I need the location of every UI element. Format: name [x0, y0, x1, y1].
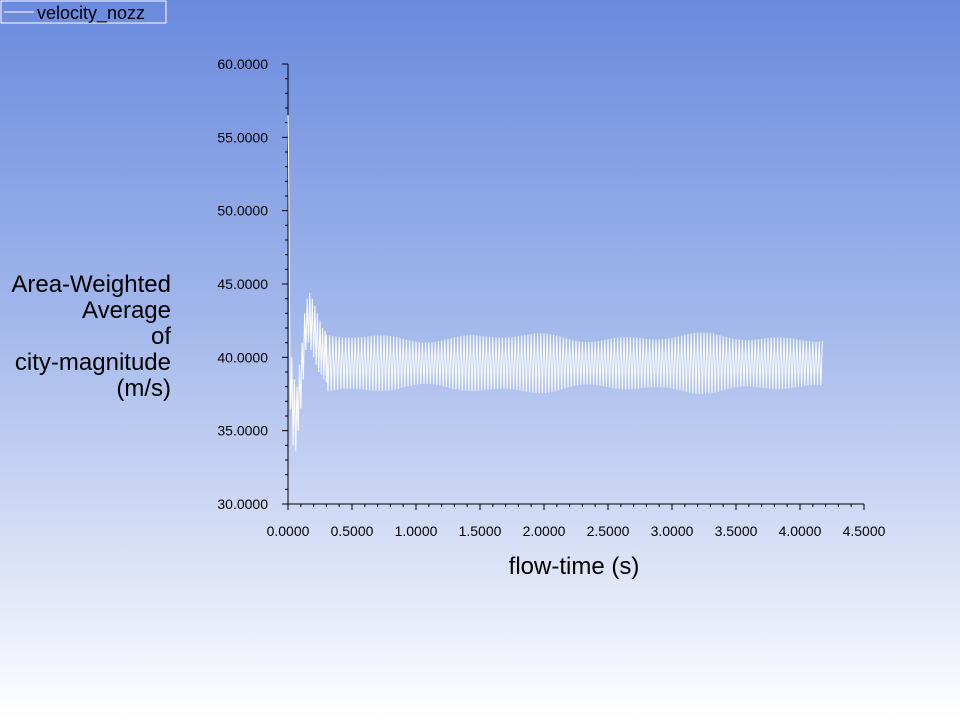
x-tick-label: 3.0000 — [651, 523, 694, 539]
y-tick-label: 50.0000 — [217, 203, 268, 219]
x-tick-label: 2.0000 — [523, 523, 566, 539]
y-axis-title-line-2: Average — [82, 297, 171, 324]
x-tick-label: 2.5000 — [587, 523, 630, 539]
y-axis-title-line-1: Area-Weighted — [11, 271, 171, 298]
series-line — [287, 115, 823, 452]
y-tick-label: 60.0000 — [217, 56, 268, 72]
x-tick-label: 4.0000 — [779, 523, 822, 539]
x-tick-label: 0.0000 — [267, 523, 310, 539]
x-tick-label: 1.0000 — [395, 523, 438, 539]
y-axis-ticks: 30.0000 35.0000 40.0000 45.0000 50.0000 55.00… — [217, 56, 288, 512]
y-tick-label: 55.0000 — [217, 129, 268, 145]
y-tick-label: 30.0000 — [217, 496, 268, 512]
y-axis-title-line-3: of — [151, 323, 171, 350]
x-tick-label: 0.5000 — [331, 523, 374, 539]
y-tick-label: 45.0000 — [217, 276, 268, 292]
y-tick-label: 35.0000 — [217, 423, 268, 439]
series-layer — [287, 115, 823, 452]
legend-entry: velocity_nozz — [37, 3, 145, 24]
y-axis-title: Area-Weighted Average of city-magnitude … — [11, 271, 171, 402]
y-tick-label: 40.0000 — [217, 349, 268, 365]
x-tick-label: 4.5000 — [843, 523, 886, 539]
legend-box — [0, 0, 167, 24]
y-axis-title-line-4: city-magnitude — [15, 349, 171, 376]
x-tick-label: 1.5000 — [459, 523, 502, 539]
y-axis-title-line-5: (m/s) — [116, 375, 171, 402]
x-axis-ticks: 0.0000 0.5000 1.0000 1.5000 2.0000 2.5000 3.00… — [267, 504, 886, 539]
legend: velocity_nozz — [0, 0, 167, 24]
x-axis-title: flow-time (s) — [509, 553, 640, 580]
x-tick-label: 3.5000 — [715, 523, 758, 539]
